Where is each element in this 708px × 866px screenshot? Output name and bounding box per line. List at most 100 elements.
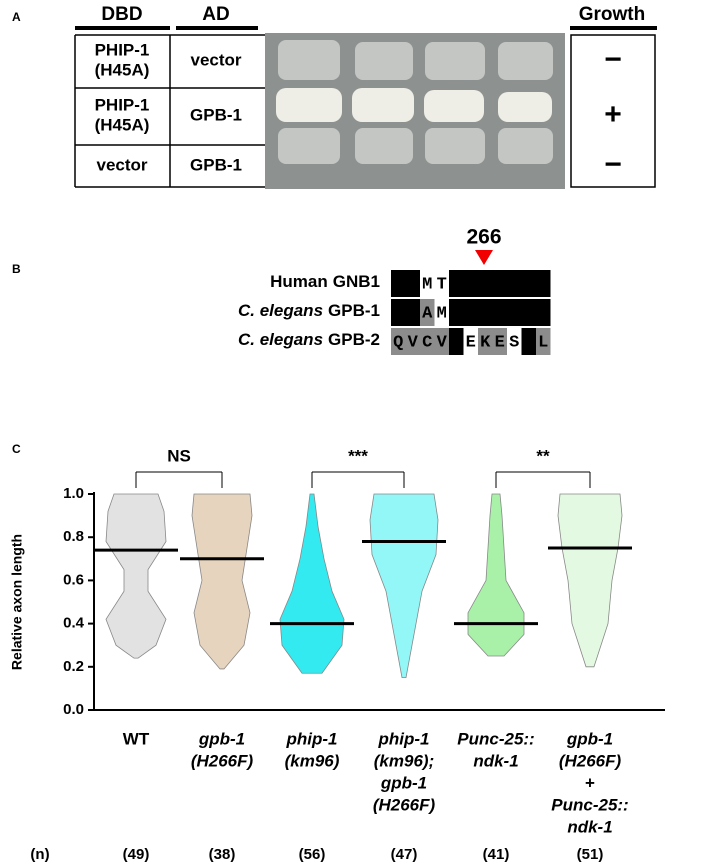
x-tick-label: phip-1 [378, 729, 430, 748]
species: C. elegans [238, 330, 323, 349]
residue-box [391, 299, 406, 326]
dbd-label: (H45A) [95, 115, 150, 134]
residue-box [507, 270, 522, 297]
residue-box [405, 299, 420, 326]
position-arrow [475, 250, 493, 265]
x-tick-label: gpb-1 [380, 773, 427, 792]
residue: Y [451, 275, 462, 294]
residue-box [391, 270, 406, 297]
residue: L [408, 275, 418, 294]
residue-box [463, 270, 478, 297]
violin [105, 493, 167, 659]
residue: Y [451, 333, 462, 352]
residue-box [405, 270, 420, 297]
y-tick-label: 0.0 [63, 701, 84, 718]
residue-box [521, 299, 536, 326]
x-tick-label: + [585, 773, 595, 792]
residue: K [480, 333, 491, 352]
residue: V [437, 333, 448, 352]
ad-label: GPB-1 [190, 105, 242, 124]
residue: E [466, 333, 476, 352]
residue: I [524, 275, 534, 294]
residue: I [524, 304, 534, 323]
residue: A [422, 304, 433, 323]
n-value: (41) [483, 846, 510, 863]
x-tick-label: ndk-1 [567, 817, 612, 836]
significance-label: ** [536, 446, 550, 465]
growth-label: − [604, 148, 622, 181]
column-header: DBD [101, 4, 142, 25]
residue: L [538, 333, 548, 352]
column-header: Growth [579, 4, 646, 25]
residue-box [420, 299, 435, 326]
panel-label: A [12, 10, 21, 24]
n-label: (n) [30, 846, 49, 863]
residue: E [393, 304, 403, 323]
x-tick-label: gpb-1 [198, 729, 245, 748]
n-value: (56) [299, 846, 326, 863]
x-tick-label: Punc-25:: [551, 795, 628, 814]
residue-box [536, 299, 551, 326]
residue-box [492, 299, 507, 326]
n-value: (38) [209, 846, 236, 863]
residue-box [521, 328, 536, 355]
x-tick-label: (H266F) [191, 751, 254, 770]
growth-box [570, 34, 656, 188]
residue-box [492, 270, 507, 297]
residue-box [478, 328, 493, 355]
residue: N [509, 275, 519, 294]
residue: S [466, 304, 476, 323]
sequence-name: C. elegans GPB-1 [238, 301, 380, 320]
panel-label: B [12, 262, 21, 276]
violin [279, 493, 345, 674]
sequence-name: C. elegans GPB-2 [238, 330, 380, 349]
significance-label: NS [167, 446, 191, 465]
residue-box [434, 328, 449, 355]
x-tick-label: (km96) [285, 751, 340, 770]
residue-box [420, 328, 435, 355]
dbd-label: vector [96, 155, 147, 174]
sequence-name: Human GNB1 [270, 272, 380, 291]
residue-box [405, 328, 420, 355]
y-tick-label: 1.0 [63, 485, 84, 502]
violin [191, 493, 253, 670]
x-tick-label: WT [123, 729, 150, 748]
plate [265, 33, 565, 189]
residue: E [393, 275, 403, 294]
residue: V [408, 333, 419, 352]
growth-label: − [604, 43, 622, 76]
residue: D [495, 304, 505, 323]
y-tick-label: 0.8 [63, 528, 84, 545]
residue: I [524, 333, 534, 352]
n-value: (49) [123, 846, 150, 863]
x-tick-label: Punc-25:: [457, 729, 534, 748]
residue: I [538, 275, 548, 294]
streaks [278, 40, 553, 164]
panel-label: C [12, 442, 21, 456]
residue: S [509, 333, 519, 352]
residue-box [449, 328, 464, 355]
residue: M [437, 304, 447, 323]
residue-box [391, 328, 406, 355]
residue: M [422, 275, 432, 294]
residue: H [480, 275, 490, 294]
residue-box [449, 299, 464, 326]
residue-box [507, 299, 522, 326]
residue-box [420, 270, 435, 297]
x-tick-label: gpb-1 [566, 729, 613, 748]
dbd-label: PHIP-1 [95, 95, 150, 114]
x-tick-label: ndk-1 [473, 751, 518, 770]
residue-box [463, 328, 478, 355]
colonies [276, 88, 552, 122]
violin [467, 493, 525, 657]
residue: E [495, 333, 505, 352]
residue-box [449, 270, 464, 297]
residue-box [478, 270, 493, 297]
residue-box [463, 299, 478, 326]
y-axis-label: Relative axon length [9, 534, 25, 670]
n-value: (47) [391, 846, 418, 863]
protein: GPB-1 [328, 301, 380, 320]
protein: GNB1 [333, 272, 380, 291]
dbd-label: PHIP-1 [95, 40, 150, 59]
